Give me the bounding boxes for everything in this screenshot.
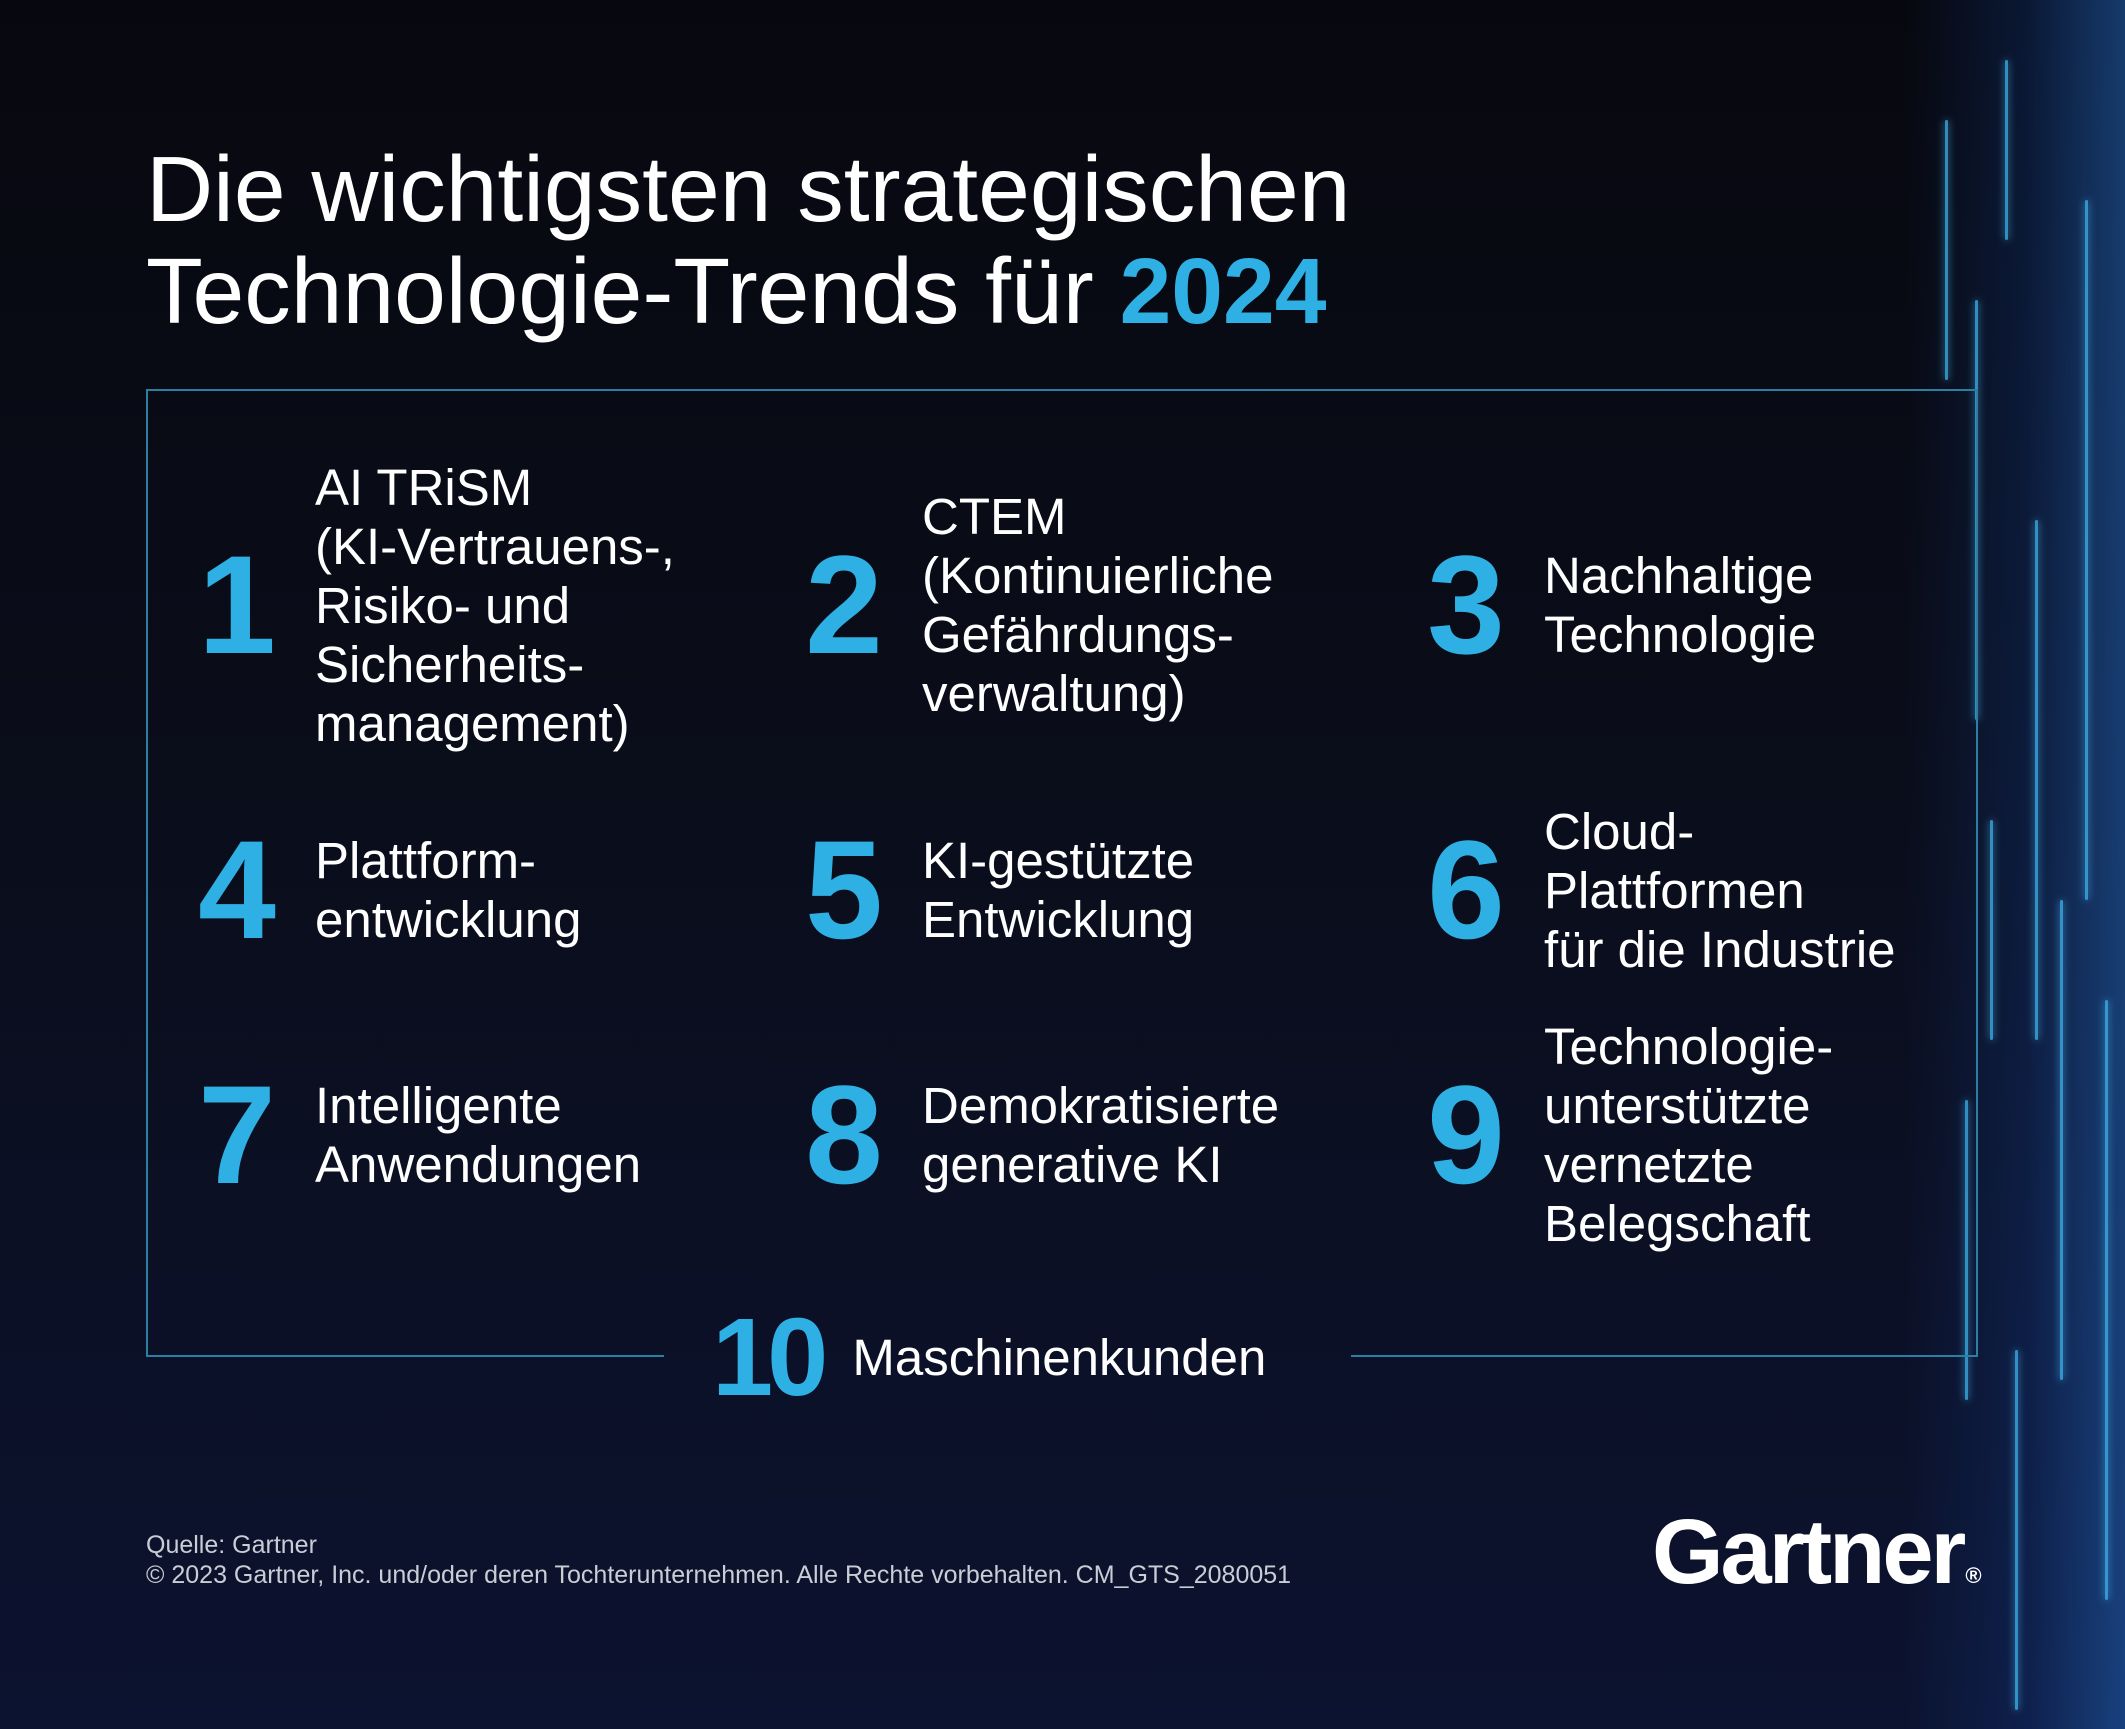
trend-label: Nachhaltige Technologie [1544, 547, 1817, 663]
trend-item-2: 2 CTEM (Kontinuierliche Gefährdungs- ver… [792, 455, 1274, 755]
source-note: Quelle: Gartner [146, 1531, 317, 1559]
trend-item-9: 9 Technologie- unterstützte vernetzte Be… [1414, 1018, 1834, 1252]
title-line-1: Die wichtigsten strategischen [146, 137, 1351, 241]
frame-left-border [146, 389, 148, 1357]
trend-item-8: 8 Demokratisierte generative KI [792, 1020, 1279, 1250]
copyright-note: © 2023 Gartner, Inc. und/oder deren Toch… [146, 1561, 1292, 1589]
trends-frame [146, 389, 1978, 1357]
trend-number: 9 [1427, 1056, 1505, 1213]
frame-right-border [1976, 389, 1978, 1357]
trend-label: KI-gestützte Entwicklung [922, 832, 1195, 948]
trend-number: 4 [198, 811, 276, 968]
frame-bottom-border-right [1351, 1355, 1978, 1357]
frame-top-border [146, 389, 1978, 391]
trend-item-7: 7 Intelligente Anwendungen [185, 1020, 641, 1250]
trend-number: 6 [1427, 811, 1505, 968]
trend-label: Maschinenkunden [852, 1329, 1267, 1386]
trend-number: 8 [805, 1056, 883, 1213]
title-year: 2024 [1119, 239, 1327, 343]
trend-number: 3 [1427, 526, 1505, 683]
trend-label: Intelligente Anwendungen [315, 1077, 642, 1193]
trend-item-1: 1 AI TRiSM (KI-Vertrauens-, Risiko- und … [185, 455, 675, 755]
page-title: Die wichtigsten strategischen Technologi… [146, 138, 1646, 342]
trend-number: 5 [805, 811, 883, 968]
trend-label: Technologie- unterstützte vernetzte Bele… [1544, 1018, 1834, 1252]
frame-bottom-border-left [146, 1355, 664, 1357]
trend-number: 1 [198, 526, 276, 683]
trend-label: CTEM (Kontinuierliche Gefährdungs- verwa… [922, 488, 1274, 722]
title-line-2: Technologie-Trends für [146, 239, 1094, 343]
trend-item-4: 4 Plattform- entwicklung [185, 780, 581, 1000]
trend-label: AI TRiSM (KI-Vertrauens-, Risiko- und Si… [315, 458, 675, 752]
trend-label: Cloud- Plattformen für die Industrie [1544, 802, 1896, 978]
trend-number: 10 [712, 1295, 828, 1419]
trend-item-6: 6 Cloud- Plattformen für die Industrie [1414, 780, 1896, 1000]
trend-item-5: 5 KI-gestützte Entwicklung [792, 780, 1194, 1000]
trend-item-3: 3 Nachhaltige Technologie [1414, 455, 1816, 755]
trend-label: Plattform- entwicklung [315, 832, 582, 948]
gartner-logo: Gartner® [1652, 1500, 1982, 1605]
trend-item-10: 10 Maschinenkunden [712, 1300, 1266, 1415]
trend-label: Demokratisierte generative KI [922, 1077, 1280, 1193]
decorative-light-streaks [1905, 0, 2125, 1729]
logo-text: Gartner [1652, 1501, 1966, 1603]
footer: Quelle: Gartner © 2023 Gartner, Inc. und… [146, 1530, 1291, 1590]
trend-number: 2 [805, 526, 883, 683]
registered-mark: ® [1965, 1563, 1982, 1588]
trend-number: 7 [198, 1056, 276, 1213]
